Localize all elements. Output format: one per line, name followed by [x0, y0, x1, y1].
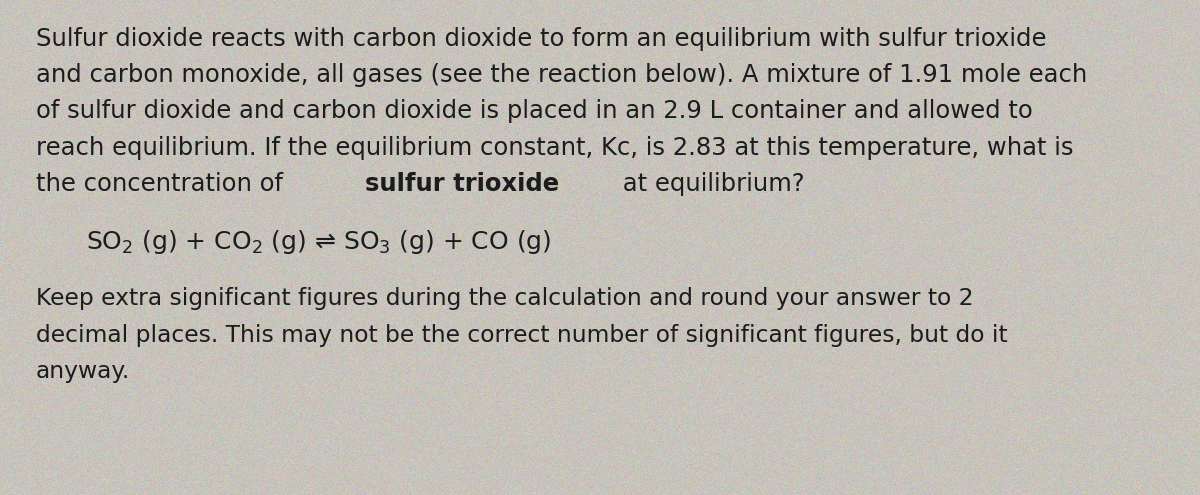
Text: anyway.: anyway.	[36, 360, 131, 383]
Text: sulfur trioxide: sulfur trioxide	[365, 172, 559, 196]
Text: and carbon monoxide, all gases (see the reaction below). A mixture of 1.91 mole : and carbon monoxide, all gases (see the …	[36, 63, 1087, 87]
Text: $\mathregular{SO_2}$ (g) + $\mathregular{CO_2}$ (g) ⇌ $\mathregular{SO_3}$ (g) +: $\mathregular{SO_2}$ (g) + $\mathregular…	[86, 228, 552, 256]
Text: of sulfur dioxide and carbon dioxide is placed in an 2.9 L container and allowed: of sulfur dioxide and carbon dioxide is …	[36, 99, 1033, 123]
Text: the concentration of: the concentration of	[36, 172, 290, 196]
Text: Sulfur dioxide reacts with carbon dioxide to form an equilibrium with sulfur tri: Sulfur dioxide reacts with carbon dioxid…	[36, 27, 1046, 51]
Text: decimal places. This may not be the correct number of significant figures, but d: decimal places. This may not be the corr…	[36, 324, 1008, 346]
Text: at equilibrium?: at equilibrium?	[616, 172, 805, 196]
Text: Keep extra significant figures during the calculation and round your answer to 2: Keep extra significant figures during th…	[36, 288, 973, 310]
Text: reach equilibrium. If the equilibrium constant, Kc, is 2.83 at this temperature,: reach equilibrium. If the equilibrium co…	[36, 136, 1074, 159]
